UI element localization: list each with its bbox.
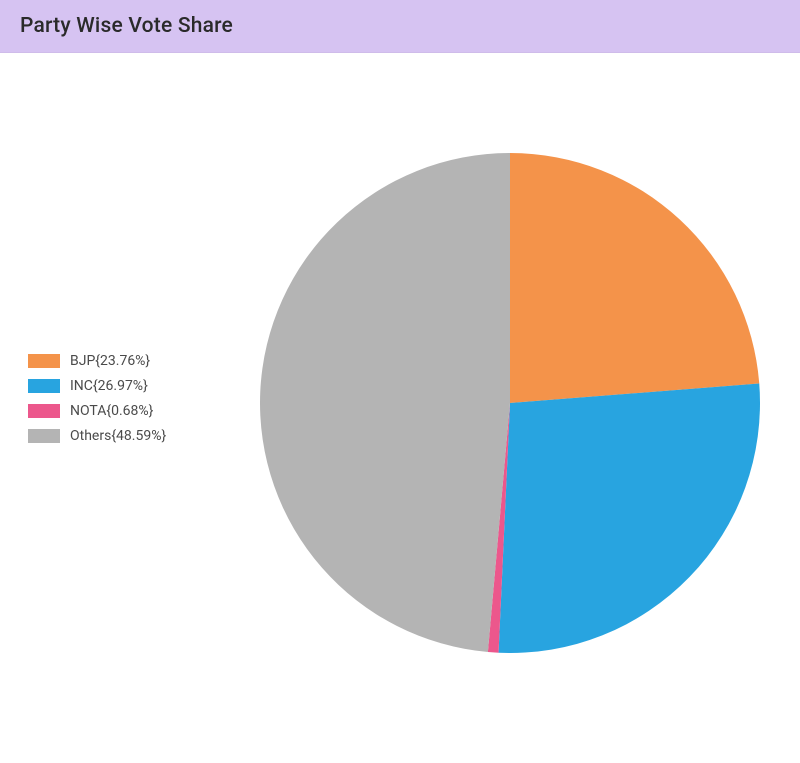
pie-svg <box>260 153 760 653</box>
legend-swatch-bjp <box>28 354 60 368</box>
legend-item-nota: NOTA{0.68%} <box>28 403 166 419</box>
legend-item-bjp: BJP{23.76%} <box>28 353 166 369</box>
legend-item-inc: INC{26.97%} <box>28 378 166 394</box>
pie-chart <box>260 153 760 653</box>
legend-label-inc: INC{26.97%} <box>70 378 148 394</box>
pie-slice-others <box>260 153 510 652</box>
legend-swatch-others <box>28 429 60 443</box>
legend-label-others: Others{48.59%} <box>70 428 166 444</box>
legend-swatch-inc <box>28 379 60 393</box>
legend-label-bjp: BJP{23.76%} <box>70 353 150 369</box>
legend-label-nota: NOTA{0.68%} <box>70 403 153 419</box>
legend-swatch-nota <box>28 404 60 418</box>
legend: BJP{23.76%} INC{26.97%} NOTA{0.68%} Othe… <box>28 353 166 444</box>
pie-slice-bjp <box>510 153 759 403</box>
chart-area: BJP{23.76%} INC{26.97%} NOTA{0.68%} Othe… <box>0 53 800 753</box>
pie-slice-inc <box>499 384 760 653</box>
legend-item-others: Others{48.59%} <box>28 428 166 444</box>
chart-header: Party Wise Vote Share <box>0 0 800 53</box>
chart-title: Party Wise Vote Share <box>20 14 780 38</box>
